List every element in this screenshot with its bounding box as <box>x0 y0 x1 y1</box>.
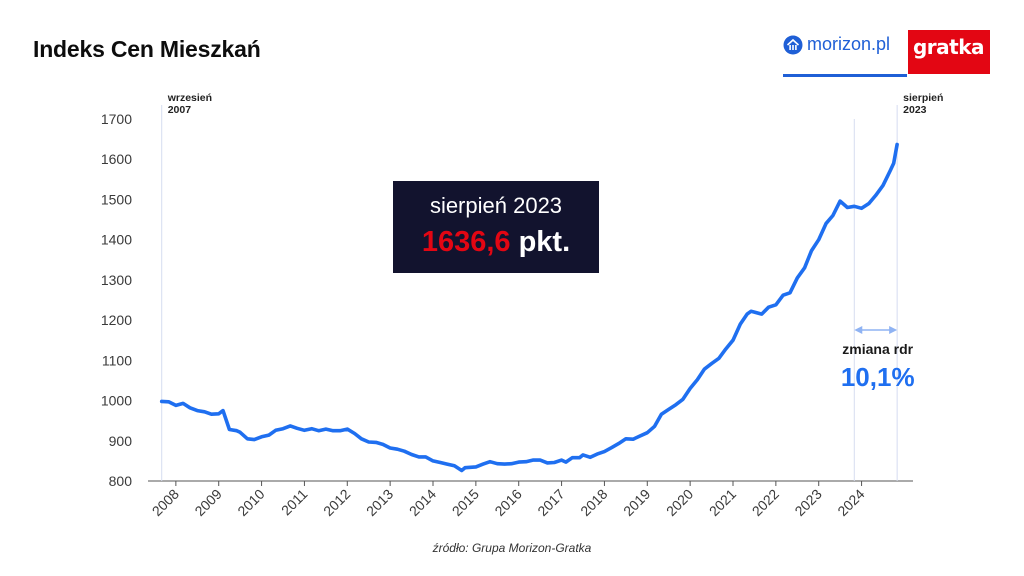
y-tick-label: 1700 <box>101 111 132 127</box>
series-layer <box>159 142 899 473</box>
x-tick-label: 2023 <box>791 486 824 519</box>
yoy-arrow-right-head <box>889 326 898 334</box>
change-value: 10,1% <box>841 362 915 392</box>
x-tick-label: 2008 <box>149 486 182 519</box>
gratka-logo[interactable]: gratka <box>908 30 990 74</box>
x-tick-label: 2011 <box>278 486 311 519</box>
x-tick-label: 2020 <box>663 486 696 519</box>
start-period-label: wrzesień <box>167 92 212 104</box>
callout-value: 1636,6 <box>422 226 511 258</box>
end-period-label: 2023 <box>903 104 927 116</box>
change-label: zmiana rdr <box>842 341 913 357</box>
x-tick-label: 2022 <box>749 486 782 519</box>
price-index-line <box>159 142 899 473</box>
y-tick-label: 1300 <box>101 272 132 288</box>
x-tick-label: 2019 <box>620 486 653 519</box>
house-icon <box>783 35 803 55</box>
y-tick-label: 1100 <box>102 352 132 368</box>
callout-value-line: 1636,6 pkt. <box>422 226 570 258</box>
start-period-label: 2007 <box>168 104 192 116</box>
y-tick-label: 800 <box>109 473 133 489</box>
x-tick-label: 2010 <box>234 486 267 519</box>
yoy-arrow-left-head <box>854 326 863 334</box>
callout-period: sierpień 2023 <box>430 193 562 218</box>
y-tick-label: 1000 <box>101 393 132 409</box>
x-tick-label: 2013 <box>363 486 396 519</box>
x-tick-label: 2016 <box>491 486 524 519</box>
x-tick-label: 2024 <box>834 486 867 519</box>
callout-box <box>393 181 599 273</box>
x-tick-label: 2012 <box>320 486 353 519</box>
y-tick-label: 1200 <box>101 312 132 328</box>
y-tick-label: 1600 <box>101 151 132 167</box>
period-markers <box>161 105 898 481</box>
morizon-logo-text: morizon.pl <box>807 34 891 54</box>
axes: 800 900 1000 1100 1200 1300 1400 1500 1600 1700 20… <box>101 111 913 519</box>
x-tick-label: 2018 <box>577 486 610 519</box>
y-tick-label: 1500 <box>101 191 132 207</box>
gratka-logo-text: gratka <box>912 35 985 59</box>
x-tick-label: 2014 <box>406 486 439 519</box>
y-tick-label: 1400 <box>101 232 132 248</box>
callout-unit: pkt. <box>511 226 571 258</box>
x-tick-label: 2015 <box>449 486 482 519</box>
end-period-label: sierpień <box>903 92 943 104</box>
y-tick-label: 900 <box>109 433 133 449</box>
morizon-logo[interactable]: morizon.pl <box>783 30 907 77</box>
page-title: Indeks Cen Mieszkań <box>33 36 261 62</box>
source-note: źródło: Grupa Morizon-Gratka <box>432 541 592 555</box>
x-tick-label: 2009 <box>191 486 224 519</box>
x-tick-label: 2017 <box>534 486 567 519</box>
x-tick-label: 2021 <box>706 486 739 519</box>
